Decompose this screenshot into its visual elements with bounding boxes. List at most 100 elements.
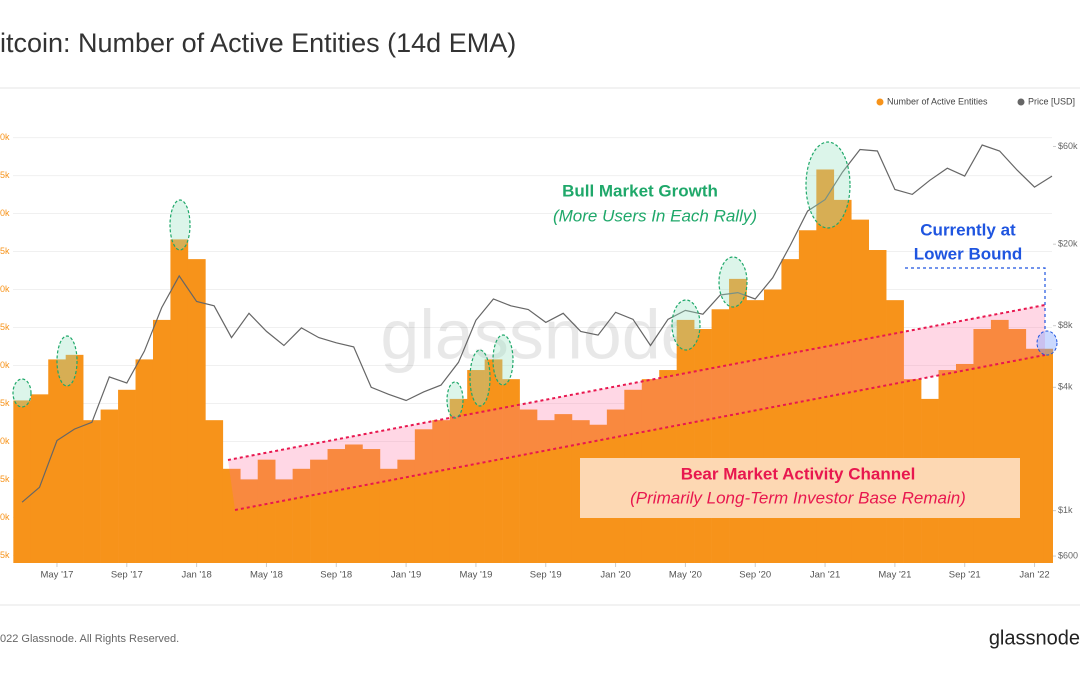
y2-tick-label: $600 xyxy=(1058,550,1078,560)
bar xyxy=(240,479,259,563)
x-tick-label: Sep '21 xyxy=(949,570,981,581)
annotation: (More Users In Each Rally) xyxy=(553,206,757,225)
current-circle xyxy=(1036,330,1058,356)
bar xyxy=(100,409,119,563)
legend-swatch xyxy=(876,98,884,106)
bar xyxy=(502,379,520,563)
x-tick-label: Sep '18 xyxy=(320,570,352,581)
y-tick-label: 5k xyxy=(0,474,10,484)
peak-circle xyxy=(671,299,701,351)
x-tick-label: Jan '20 xyxy=(600,570,630,581)
bar xyxy=(1025,348,1044,563)
current-pointer xyxy=(905,267,1046,330)
bar xyxy=(537,420,555,563)
annotation: Currently at xyxy=(920,220,1016,239)
y-tick-label: 5k xyxy=(0,170,10,180)
bar xyxy=(30,394,49,563)
bar xyxy=(13,400,32,563)
peak-circle xyxy=(56,335,78,387)
bar xyxy=(694,329,712,563)
logo: glassnode xyxy=(989,627,1080,649)
legend-swatch xyxy=(1017,98,1025,106)
bar xyxy=(379,468,398,563)
y2-tick-label: $8k xyxy=(1058,320,1073,330)
bar xyxy=(467,370,485,563)
peak-markers xyxy=(12,141,851,419)
y-tick-label: 5k xyxy=(0,550,10,560)
channel-line xyxy=(227,304,1046,461)
x-tick-label: Jan '18 xyxy=(181,570,211,581)
chart-title: itcoin: Number of Active Entities (14d E… xyxy=(0,28,516,58)
lines xyxy=(21,144,1053,503)
annotation: Lower Bound xyxy=(914,244,1023,263)
peak-circle xyxy=(718,256,748,308)
bar xyxy=(345,444,363,563)
bar xyxy=(152,319,171,563)
price-line xyxy=(21,144,1053,503)
bar xyxy=(327,449,346,563)
bar xyxy=(711,309,730,563)
y2-tick-label: $1k xyxy=(1058,505,1073,515)
bar xyxy=(292,468,311,563)
annotation: Bear Market Activity Channel xyxy=(681,464,916,483)
peak-circle xyxy=(12,378,32,408)
x-tick-label: Jan '22 xyxy=(1019,570,1049,581)
bar xyxy=(222,468,241,563)
bar xyxy=(205,420,224,563)
x-tick-label: Sep '17 xyxy=(111,570,143,581)
y-tick-label: 5k xyxy=(0,246,10,256)
legend-label[interactable]: Price [USD] xyxy=(1028,96,1075,106)
annotation-box xyxy=(580,458,1020,518)
y-tick-label: 0k xyxy=(0,208,10,218)
bar xyxy=(310,459,328,563)
channel-band xyxy=(228,305,1045,510)
y2-tick-label: $4k xyxy=(1058,382,1073,392)
bar xyxy=(187,259,206,563)
bar xyxy=(362,449,381,563)
x-tick-label: May '20 xyxy=(669,570,702,581)
annotation: Bull Market Growth xyxy=(562,181,718,200)
bar xyxy=(257,459,276,563)
bar xyxy=(432,420,451,563)
annotation: (Primarily Long-Term Investor Base Remai… xyxy=(630,488,966,507)
bar xyxy=(554,414,573,563)
peak-circle xyxy=(805,141,851,229)
bar xyxy=(135,359,154,563)
y-tick-label: 5k xyxy=(0,398,10,408)
copyright: 022 Glassnode. All Rights Reserved. xyxy=(0,633,179,645)
bar xyxy=(65,354,84,563)
bar xyxy=(763,289,782,563)
y-tick-label: 0k xyxy=(0,284,10,294)
bar xyxy=(414,429,433,563)
bar xyxy=(676,319,695,563)
bar xyxy=(83,420,101,563)
x-tick-label: May '18 xyxy=(250,570,283,581)
x-tick-label: May '17 xyxy=(40,570,73,581)
bar xyxy=(746,300,765,563)
x-tick-label: Sep '20 xyxy=(739,570,771,581)
peak-circle xyxy=(446,381,464,419)
x-tick-label: Sep '19 xyxy=(530,570,562,581)
peak-circle xyxy=(492,334,514,386)
peak-circle xyxy=(469,349,491,407)
y2-tick-label: $20k xyxy=(1058,239,1078,249)
x-tick-label: May '21 xyxy=(878,570,911,581)
legend-label[interactable]: Number of Active Entities xyxy=(887,96,988,106)
bar xyxy=(48,359,66,563)
bar xyxy=(118,389,136,563)
bar xyxy=(1008,329,1027,563)
x-tick-label: Jan '19 xyxy=(391,570,421,581)
bar xyxy=(729,278,747,563)
peak-circle xyxy=(169,199,191,251)
y-tick-label: 0k xyxy=(0,132,10,142)
x-tick-label: May '19 xyxy=(459,570,492,581)
bar xyxy=(449,398,468,563)
bar xyxy=(397,459,416,563)
y-tick-label: 0k xyxy=(0,512,10,522)
y-tick-label: 0k xyxy=(0,360,10,370)
x-tick-label: Jan '21 xyxy=(810,570,840,581)
y2-tick-label: $60k xyxy=(1058,141,1078,151)
bar xyxy=(170,239,189,563)
y-tick-label: 0k xyxy=(0,436,10,446)
